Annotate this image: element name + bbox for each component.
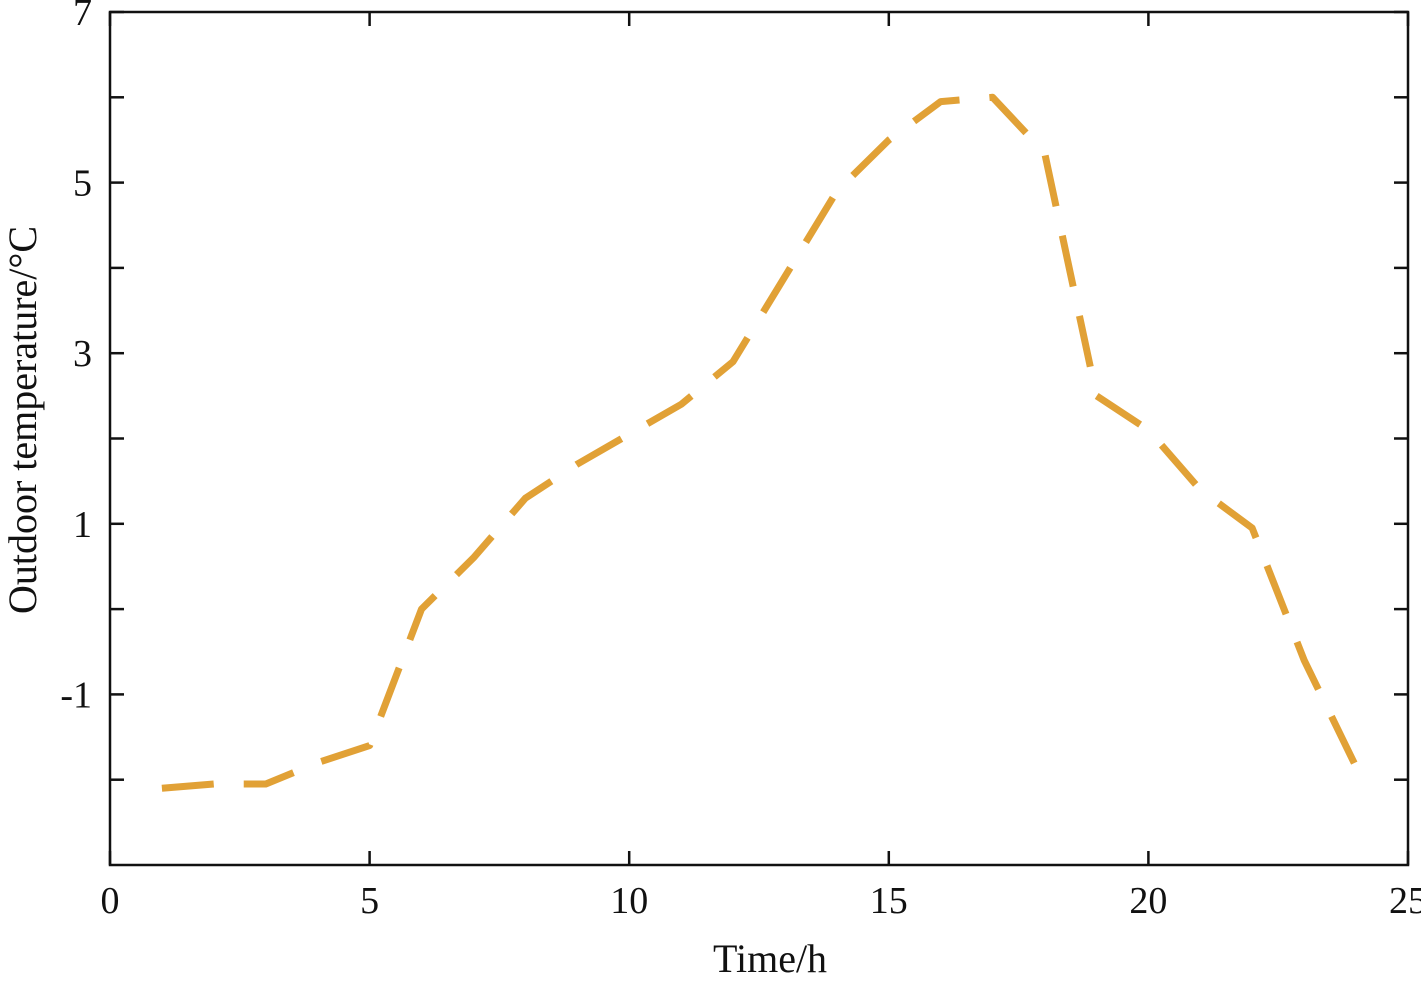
y-tick-labels: -1 1 3 5 7	[60, 0, 92, 716]
tick-marks	[110, 12, 1408, 865]
x-axis-label: Time/h	[713, 936, 827, 978]
y-tick-label: 1	[73, 504, 92, 546]
x-tick-label: 25	[1389, 880, 1421, 922]
x-tick-labels: 0 5 10 15 20 25	[101, 880, 1421, 922]
y-tick-label: 3	[73, 333, 92, 375]
x-tick-label: 15	[870, 880, 908, 922]
x-tick-label: 10	[610, 880, 648, 922]
x-tick-label: 0	[101, 880, 120, 922]
x-tick-label: 20	[1129, 880, 1167, 922]
y-axis-label: Outdoor temperature/°C	[0, 226, 45, 614]
x-tick-label: 5	[360, 880, 379, 922]
y-tick-label: 5	[73, 163, 92, 205]
plot-frame	[110, 12, 1408, 865]
series-line-outdoor-temperature	[162, 97, 1356, 788]
y-tick-label: 7	[73, 0, 92, 34]
y-tick-label: -1	[60, 674, 92, 716]
